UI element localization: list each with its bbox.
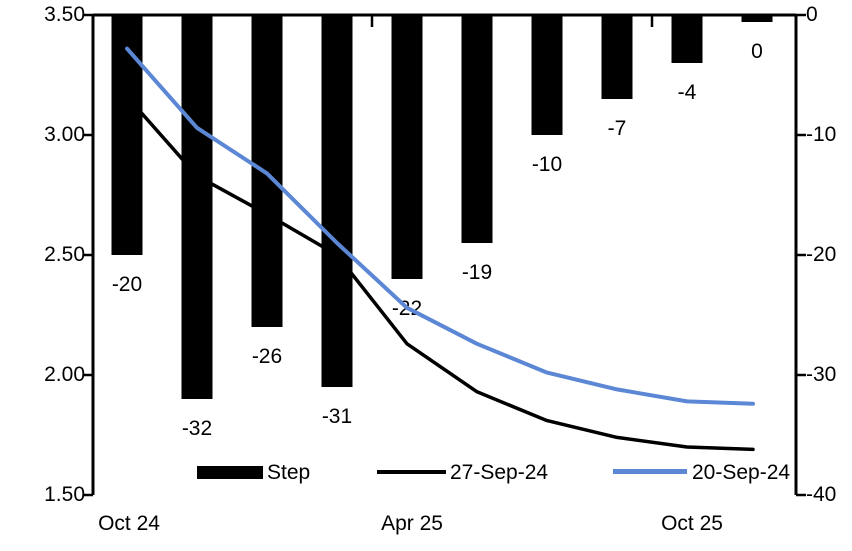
left-axis-tick-label: 2.00 <box>44 363 85 386</box>
left-axis-tick-label: 2.50 <box>44 243 85 266</box>
legend-swatch-27-sep-line <box>377 470 446 474</box>
right-axis-tick-label: -20 <box>806 243 837 266</box>
bar-data-label: -4 <box>678 81 697 104</box>
bar-data-label: -26 <box>252 345 282 368</box>
bar-data-label: -20 <box>112 273 142 296</box>
bar-data-label: -19 <box>462 261 492 284</box>
left-axis-tick-label: 3.50 <box>44 3 85 26</box>
x-axis-label: Apr 25 <box>381 512 443 535</box>
bar-data-label: 0 <box>751 40 763 63</box>
step-bar <box>671 15 703 63</box>
series-line-27-Sep-24 <box>125 94 755 452</box>
bar-data-label: -10 <box>532 153 562 176</box>
step-bar <box>461 15 493 243</box>
right-axis-tick-label: -10 <box>806 123 837 146</box>
step-bar <box>181 15 213 399</box>
step-bar <box>741 15 773 22</box>
x-axis-label: Oct 24 <box>98 512 160 535</box>
step-bar <box>601 15 633 99</box>
right-axis-tick-label: -40 <box>806 483 837 506</box>
left-axis-tick-label: 1.50 <box>44 483 85 506</box>
legend-label-27-sep-24: 27-Sep-24 <box>450 461 549 484</box>
legend-label-step: Step <box>267 461 311 484</box>
legend-label-20-sep-24: 20-Sep-24 <box>692 461 791 484</box>
legend-swatch-20-sep-line <box>613 469 687 474</box>
left-axis-tick-label: 3.00 <box>44 123 85 146</box>
legend-swatch-step-bar <box>197 466 263 479</box>
right-axis-tick-label: -30 <box>806 363 837 386</box>
x-axis-label: Oct 25 <box>661 512 723 535</box>
right-axis-tick-label: 0 <box>806 3 818 26</box>
bar-data-label: -32 <box>182 417 212 440</box>
step-bar <box>531 15 563 135</box>
step-bar <box>391 15 423 279</box>
bar-data-label: -7 <box>608 117 627 140</box>
series-line-20-Sep-24 <box>125 46 755 406</box>
step-bar <box>251 15 283 327</box>
step-bar <box>321 15 353 387</box>
step-bar <box>111 15 143 255</box>
bar-data-label: -31 <box>322 405 352 428</box>
